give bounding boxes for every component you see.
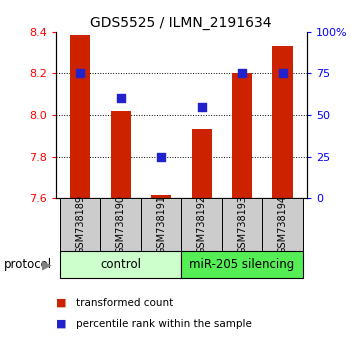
Point: [239, 71, 245, 76]
Text: GSM738189: GSM738189: [75, 195, 85, 254]
Point: [280, 71, 286, 76]
Text: transformed count: transformed count: [76, 298, 173, 308]
Text: ■: ■: [56, 319, 66, 329]
Bar: [232, 74, 252, 198]
Bar: [110, 111, 131, 198]
Text: GSM738194: GSM738194: [278, 195, 288, 254]
Text: GDS5525 / ILMN_2191634: GDS5525 / ILMN_2191634: [90, 16, 271, 30]
Bar: [151, 195, 171, 198]
Point: [199, 104, 205, 109]
Bar: [141, 198, 182, 251]
Bar: [182, 251, 303, 278]
Text: GSM738192: GSM738192: [197, 195, 206, 255]
Bar: [100, 198, 141, 251]
Point: [77, 71, 83, 76]
Text: protocol: protocol: [4, 258, 52, 271]
Text: GSM738190: GSM738190: [116, 195, 126, 254]
Bar: [182, 198, 222, 251]
Bar: [70, 35, 90, 198]
Text: ■: ■: [56, 298, 66, 308]
Bar: [60, 251, 182, 278]
Text: ▶: ▶: [42, 258, 51, 271]
Point: [118, 96, 123, 101]
Text: GSM738191: GSM738191: [156, 195, 166, 254]
Text: control: control: [100, 258, 141, 271]
Point: [158, 154, 164, 159]
Bar: [222, 198, 262, 251]
Bar: [262, 198, 303, 251]
Text: GSM738193: GSM738193: [237, 195, 247, 254]
Bar: [192, 129, 212, 198]
Text: miR-205 silencing: miR-205 silencing: [190, 258, 295, 271]
Bar: [273, 46, 293, 198]
Bar: [60, 198, 100, 251]
Text: percentile rank within the sample: percentile rank within the sample: [76, 319, 252, 329]
